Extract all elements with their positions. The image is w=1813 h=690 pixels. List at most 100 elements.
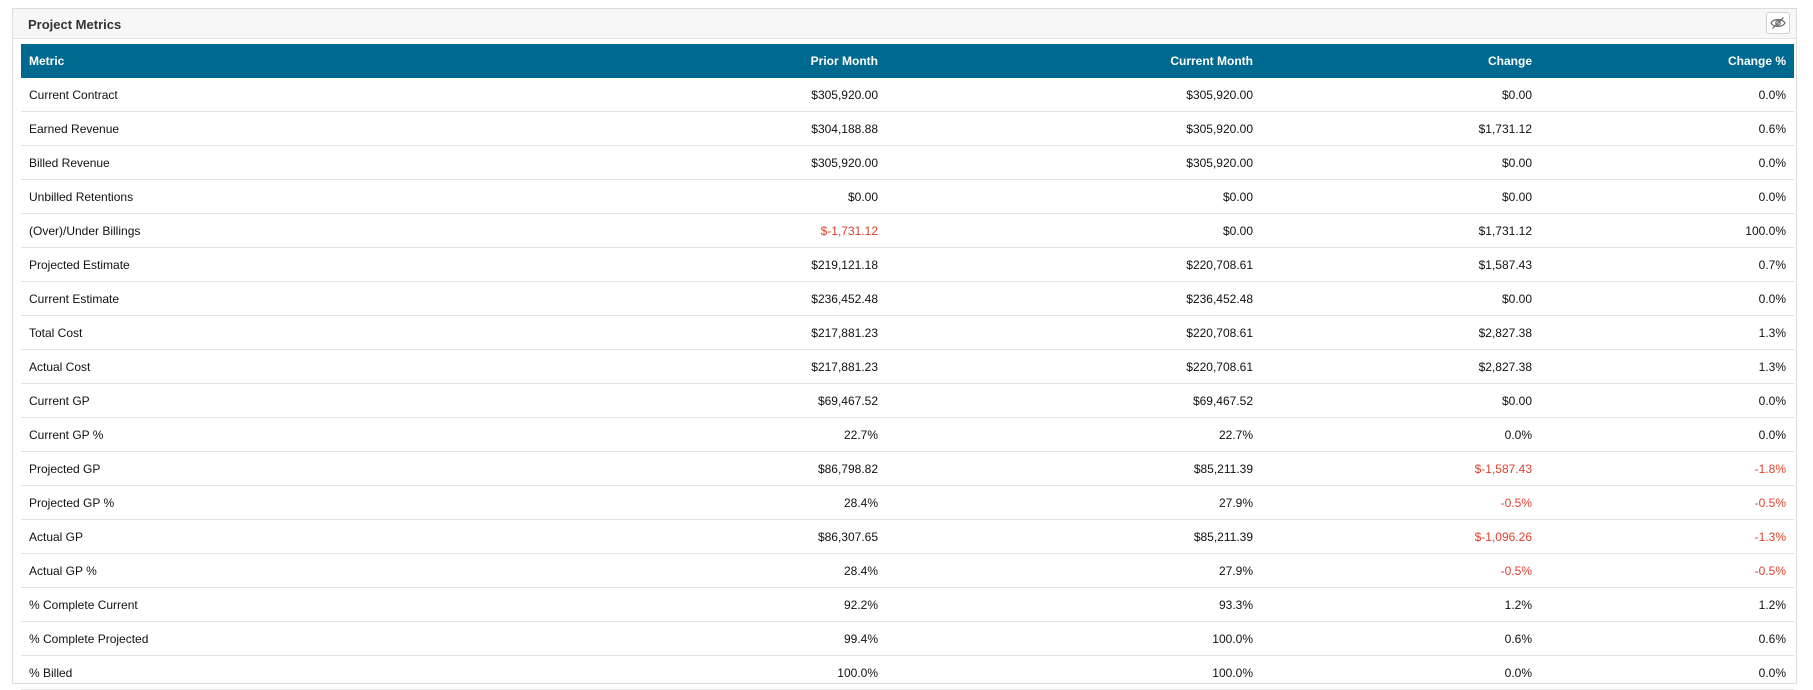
cell-metric: (Over)/Under Billings xyxy=(21,213,526,248)
cell-metric: Current GP xyxy=(21,383,526,418)
panel-header: Project Metrics xyxy=(13,9,1796,39)
cell-prior-month: 22.7% xyxy=(526,417,886,452)
cell-current-month: 100.0% xyxy=(886,655,1261,690)
cell-change-pct: -0.5% xyxy=(1540,553,1794,588)
cell-current-month: $69,467.52 xyxy=(886,383,1261,418)
cell-change-pct: 0.6% xyxy=(1540,621,1794,656)
cell-change-pct: 0.0% xyxy=(1540,78,1794,112)
table-row: (Over)/Under Billings $-1,731.12 $0.00 $1,7… xyxy=(21,213,1794,248)
cell-change: 1.2% xyxy=(1261,587,1540,622)
cell-current-month: 100.0% xyxy=(886,621,1261,656)
table-row: Total Cost $217,881.23 $220,708.61 $2,827.3… xyxy=(21,315,1794,350)
cell-change: -0.5% xyxy=(1261,485,1540,520)
cell-prior-month: 100.0% xyxy=(526,655,886,690)
table-row: Actual GP % 28.4% 27.9% -0.5% -0.5% xyxy=(21,553,1794,588)
cell-current-month: $0.00 xyxy=(886,213,1261,248)
cell-prior-month: $305,920.00 xyxy=(526,78,886,112)
cell-change-pct: 1.3% xyxy=(1540,315,1794,350)
table-row: Current Estimate $236,452.48 $236,452.48 $0… xyxy=(21,281,1794,316)
cell-change-pct: 1.2% xyxy=(1540,587,1794,622)
panel-title: Project Metrics xyxy=(28,17,122,32)
cell-prior-month: $-1,731.12 xyxy=(526,213,886,248)
column-header-change-pct[interactable]: Change % xyxy=(1540,44,1794,78)
cell-change-pct: 0.0% xyxy=(1540,417,1794,452)
table-row: Current Contract $305,920.00 $305,920.00 $0… xyxy=(21,78,1794,112)
cell-prior-month: $236,452.48 xyxy=(526,281,886,316)
cell-change-pct: -0.5% xyxy=(1540,485,1794,520)
cell-current-month: $236,452.48 xyxy=(886,281,1261,316)
cell-change: $1,731.12 xyxy=(1261,111,1540,146)
table-row: Earned Revenue $304,188.88 $305,920.00 $1,7… xyxy=(21,111,1794,146)
cell-current-month: 22.7% xyxy=(886,417,1261,452)
cell-metric: Current Estimate xyxy=(21,281,526,316)
cell-current-month: $0.00 xyxy=(886,179,1261,214)
table-header-row: Metric Prior Month Current Month Change … xyxy=(21,44,1794,78)
cell-change: $0.00 xyxy=(1261,179,1540,214)
cell-prior-month: $0.00 xyxy=(526,179,886,214)
cell-metric: Billed Revenue xyxy=(21,145,526,180)
metrics-table-container: Metric Prior Month Current Month Change … xyxy=(21,44,1794,690)
cell-current-month: 93.3% xyxy=(886,587,1261,622)
cell-change-pct: 0.6% xyxy=(1540,111,1794,146)
cell-prior-month: 28.4% xyxy=(526,485,886,520)
column-header-prior-month[interactable]: Prior Month xyxy=(526,44,886,78)
cell-prior-month: $86,798.82 xyxy=(526,451,886,486)
table-row: Projected Estimate $219,121.18 $220,708.61… xyxy=(21,247,1794,282)
cell-metric: Current Contract xyxy=(21,78,526,112)
cell-change: 0.6% xyxy=(1261,621,1540,656)
cell-metric: Total Cost xyxy=(21,315,526,350)
cell-current-month: $305,920.00 xyxy=(886,78,1261,112)
cell-change-pct: 100.0% xyxy=(1540,213,1794,248)
column-header-metric[interactable]: Metric xyxy=(21,44,526,78)
cell-prior-month: $86,307.65 xyxy=(526,519,886,554)
cell-change-pct: -1.8% xyxy=(1540,451,1794,486)
cell-metric: Earned Revenue xyxy=(21,111,526,146)
column-header-change[interactable]: Change xyxy=(1261,44,1540,78)
cell-prior-month: $219,121.18 xyxy=(526,247,886,282)
cell-metric: Actual GP % xyxy=(21,553,526,588)
cell-prior-month: $305,920.00 xyxy=(526,145,886,180)
cell-current-month: $85,211.39 xyxy=(886,451,1261,486)
cell-prior-month: 92.2% xyxy=(526,587,886,622)
table-body: Current Contract $305,920.00 $305,920.00 $0… xyxy=(21,78,1794,690)
hide-panel-button[interactable] xyxy=(1766,12,1790,34)
cell-change-pct: -1.3% xyxy=(1540,519,1794,554)
cell-change: $2,827.38 xyxy=(1261,349,1540,384)
table-row: Billed Revenue $305,920.00 $305,920.00 $0.0… xyxy=(21,145,1794,180)
cell-current-month: $220,708.61 xyxy=(886,247,1261,282)
table-row: % Complete Current 92.2% 93.3% 1.2% 1.2% xyxy=(21,587,1794,622)
table-row: % Complete Projected 99.4% 100.0% 0.6% 0.6% xyxy=(21,621,1794,656)
table-row: Unbilled Retentions $0.00 $0.00 $0.00 0.0% xyxy=(21,179,1794,214)
column-header-current-month[interactable]: Current Month xyxy=(886,44,1261,78)
cell-change: $-1,587.43 xyxy=(1261,451,1540,486)
cell-prior-month: $304,188.88 xyxy=(526,111,886,146)
cell-metric: % Billed xyxy=(21,655,526,690)
cell-change: $1,731.12 xyxy=(1261,213,1540,248)
table-row: Projected GP $86,798.82 $85,211.39 $-1,587.… xyxy=(21,451,1794,486)
cell-current-month: 27.9% xyxy=(886,485,1261,520)
cell-current-month: $305,920.00 xyxy=(886,111,1261,146)
cell-change: $2,827.38 xyxy=(1261,315,1540,350)
cell-change-pct: 0.0% xyxy=(1540,383,1794,418)
cell-change-pct: 0.0% xyxy=(1540,281,1794,316)
cell-current-month: $85,211.39 xyxy=(886,519,1261,554)
project-metrics-panel: Project Metrics Metric Prior Month Curre… xyxy=(12,8,1797,690)
cell-change-pct: 1.3% xyxy=(1540,349,1794,384)
cell-metric: Projected GP xyxy=(21,451,526,486)
cell-prior-month: $69,467.52 xyxy=(526,383,886,418)
cell-change: 0.0% xyxy=(1261,655,1540,690)
cell-change: $0.00 xyxy=(1261,78,1540,112)
cell-change: $1,587.43 xyxy=(1261,247,1540,282)
cell-metric: Current GP % xyxy=(21,417,526,452)
cell-change: $0.00 xyxy=(1261,145,1540,180)
cell-prior-month: $217,881.23 xyxy=(526,349,886,384)
cell-metric: Projected GP % xyxy=(21,485,526,520)
table-row: Actual GP $86,307.65 $85,211.39 $-1,096.26-… xyxy=(21,519,1794,554)
table-row: Projected GP % 28.4% 27.9% -0.5% -0.5% xyxy=(21,485,1794,520)
cell-metric: Actual GP xyxy=(21,519,526,554)
cell-change: $-1,096.26 xyxy=(1261,519,1540,554)
cell-prior-month: $217,881.23 xyxy=(526,315,886,350)
table-row: Actual Cost $217,881.23 $220,708.61 $2,827.… xyxy=(21,349,1794,384)
cell-metric: Projected Estimate xyxy=(21,247,526,282)
cell-current-month: $220,708.61 xyxy=(886,315,1261,350)
